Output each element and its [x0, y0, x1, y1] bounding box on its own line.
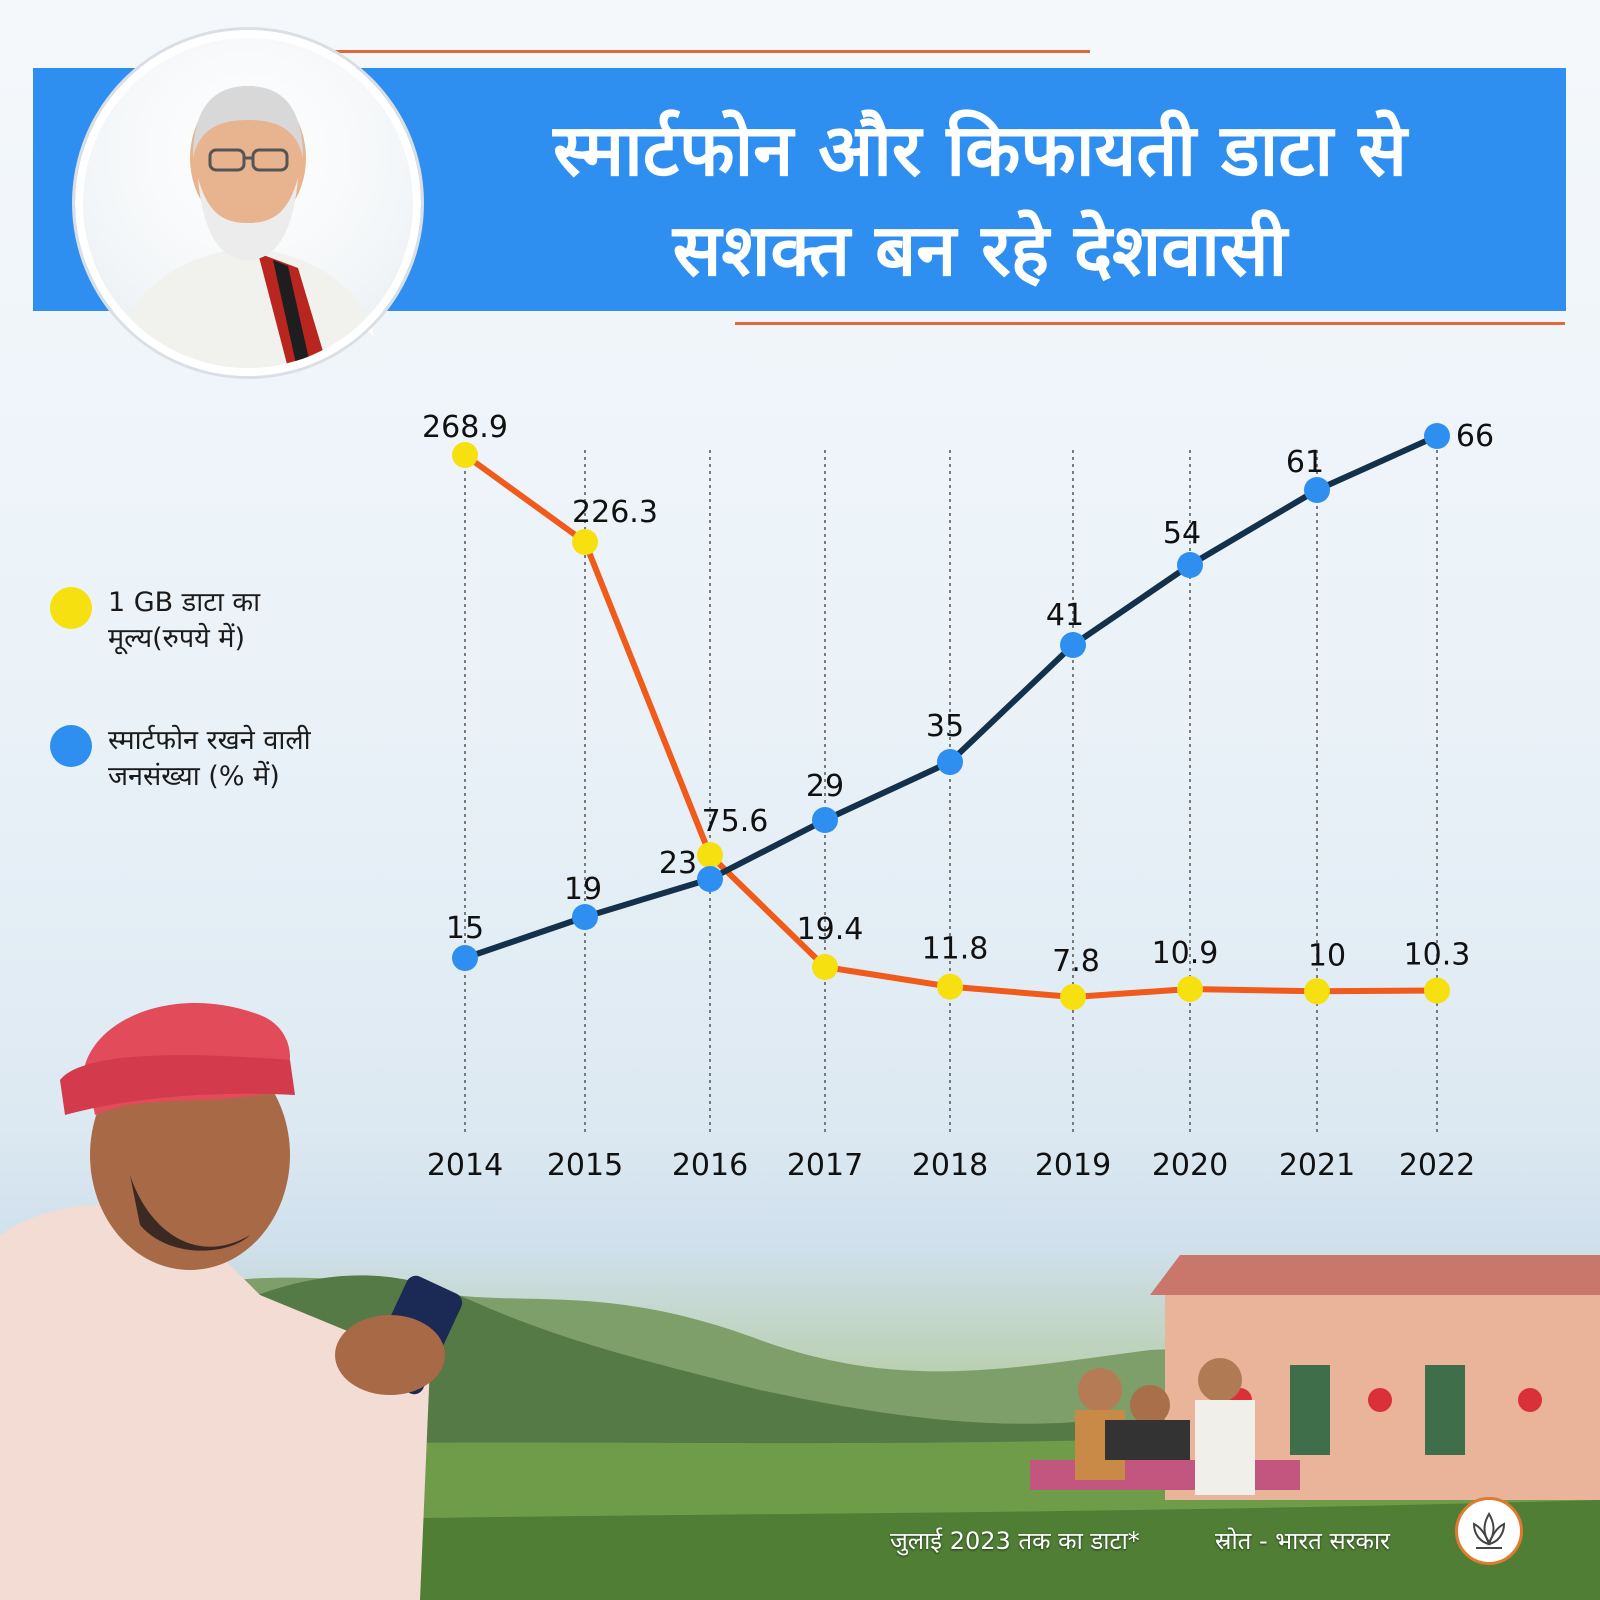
- data-label: 268.9: [422, 410, 508, 445]
- data-labels: 268.9 226.3 75.6 19.4 11.8 7.8 10.9 10 10.3 15 19 2…: [422, 410, 1494, 979]
- data-point-marker: [1060, 632, 1086, 658]
- data-label: 29: [806, 769, 844, 804]
- x-tick-label: 2014: [427, 1148, 503, 1183]
- data-label: 10: [1308, 938, 1346, 973]
- data-point-marker: [452, 945, 478, 971]
- data-point-marker: [1177, 552, 1203, 578]
- page-title: स्मार्टफोन और किफायती डाटा से सशक्त बन र…: [420, 100, 1540, 300]
- data-label: 41: [1046, 598, 1084, 633]
- data-label: 66: [1456, 419, 1494, 454]
- series-markers: [452, 423, 1450, 1010]
- x-tick-label: 2022: [1399, 1148, 1475, 1183]
- legend-label-line1: 1 GB डाटा का: [108, 587, 261, 618]
- data-label: 10.3: [1404, 938, 1471, 973]
- data-point-marker: [697, 866, 723, 892]
- data-point-marker: [1304, 477, 1330, 503]
- legend-label-line2: मूल्य(रुपये में): [108, 623, 246, 654]
- farmer-with-phone-image: [0, 1003, 463, 1600]
- data-point-marker: [937, 973, 963, 1000]
- data-label: 19.4: [797, 912, 864, 947]
- legend-label-line1: स्मार्टफोन रखने वाली: [108, 725, 311, 756]
- data-point-marker: [1424, 423, 1450, 449]
- data-label: 11.8: [922, 932, 989, 967]
- x-tick-label: 2018: [912, 1148, 988, 1183]
- data-point-marker: [572, 529, 598, 555]
- legend-blue-dot-icon: [50, 725, 92, 767]
- decorative-line-top: [320, 50, 1090, 53]
- data-point-marker: [452, 442, 478, 468]
- data-label: 75.6: [702, 804, 769, 839]
- legend-label-line2: जनसंख्या (% में): [108, 761, 280, 792]
- data-label: 54: [1163, 516, 1201, 551]
- data-label: 10.9: [1152, 936, 1219, 971]
- legend-yellow-dot-icon: [50, 587, 92, 629]
- title-line-1: स्मार्टफोन और किफायती डाटा से: [553, 108, 1407, 192]
- data-point-marker: [1424, 977, 1450, 1004]
- data-label: 19: [564, 872, 602, 907]
- data-point-marker: [1060, 984, 1086, 1010]
- data-point-marker: [697, 842, 723, 868]
- data-label: 23: [659, 846, 697, 881]
- data-point-marker: [812, 954, 838, 980]
- lotus-logo-icon: [1455, 1497, 1523, 1565]
- data-label: 35: [926, 709, 964, 744]
- data-label: 226.3: [572, 495, 658, 530]
- data-point-marker: [937, 749, 963, 775]
- data-date-note: जुलाई 2023 तक का डाटा*: [890, 1527, 1140, 1555]
- x-tick-label: 2017: [787, 1148, 863, 1183]
- data-label: 7.8: [1052, 944, 1100, 979]
- data-point-marker: [1304, 978, 1330, 1005]
- man-portrait-icon: [113, 86, 383, 368]
- data-label: 15: [446, 911, 484, 946]
- data-point-marker: [572, 904, 598, 930]
- x-tick-label: 2021: [1279, 1148, 1355, 1183]
- decorative-line-bottom: [735, 322, 1565, 325]
- x-tick-label: 2015: [547, 1148, 623, 1183]
- data-source: स्रोत - भारत सरकार: [1215, 1527, 1390, 1555]
- portrait-image: [75, 30, 421, 376]
- x-axis-tick-labels: 2014 2015 2016 2017 2018 2019 2020 2021 2022: [427, 1148, 1475, 1183]
- x-tick-label: 2019: [1035, 1148, 1111, 1183]
- data-label: 61: [1286, 445, 1324, 480]
- title-line-2: सशक्त बन रहे देशवासी: [672, 208, 1288, 292]
- data-point-marker: [812, 807, 838, 833]
- x-tick-label: 2020: [1152, 1148, 1228, 1183]
- x-tick-label: 2016: [672, 1148, 748, 1183]
- grid-lines: [464, 450, 1438, 1135]
- data-point-marker: [1177, 975, 1203, 1002]
